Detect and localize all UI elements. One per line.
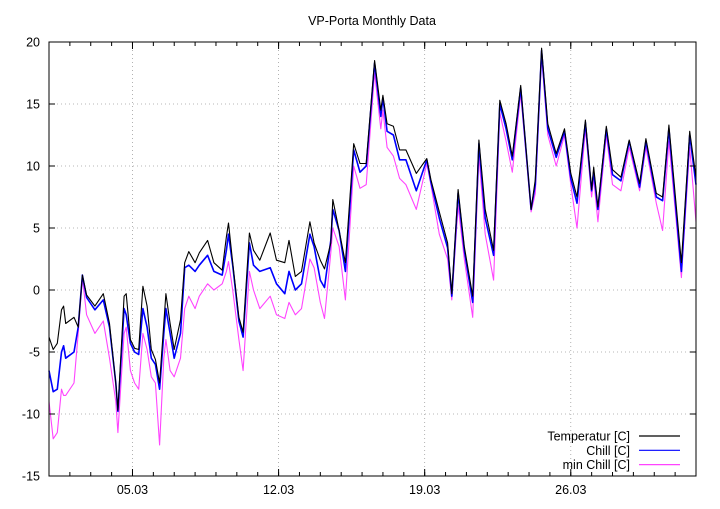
legend-label: Temperatur [C] bbox=[547, 430, 630, 444]
x-tick-label: 12.03 bbox=[263, 483, 294, 497]
plot-frame bbox=[48, 41, 697, 477]
y-tick-label: 10 bbox=[26, 160, 40, 174]
y-tick-label: -15 bbox=[22, 470, 40, 484]
series-line-min-chill-c bbox=[48, 56, 697, 446]
ticks: -15 -10 -5 0 5 10 15 20 05.03 12.03 19.03 26.03 bbox=[22, 36, 696, 497]
y-tick-label: 0 bbox=[33, 284, 40, 298]
x-tick-label: 19.03 bbox=[409, 483, 440, 497]
chart-title: VP-Porta Monthly Data bbox=[308, 14, 436, 28]
legend: Temperatur [C]Chill [C]min Chill [C] bbox=[547, 430, 680, 472]
series-line-temperatur-c bbox=[48, 47, 697, 411]
y-tick-label: -5 bbox=[29, 346, 40, 360]
x-tick-label: 26.03 bbox=[555, 483, 586, 497]
grid bbox=[49, 42, 696, 476]
y-tick-label: 20 bbox=[26, 36, 40, 50]
y-tick-label: -10 bbox=[22, 408, 40, 422]
legend-label: min Chill [C] bbox=[563, 458, 630, 472]
x-tick-label: 05.03 bbox=[117, 483, 148, 497]
legend-label: Chill [C] bbox=[586, 444, 630, 458]
series-layer bbox=[48, 47, 697, 446]
y-tick-label: 15 bbox=[26, 98, 40, 112]
y-tick-label: 5 bbox=[33, 222, 40, 236]
